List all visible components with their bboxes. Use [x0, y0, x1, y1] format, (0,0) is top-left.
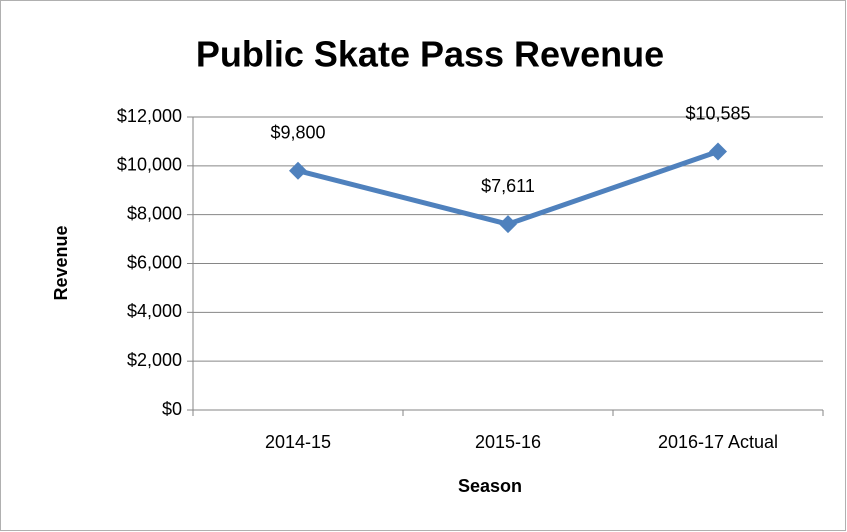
data-label: $10,585	[685, 103, 750, 123]
y-tick-label: $10,000	[117, 155, 182, 175]
y-tick-label: $8,000	[127, 203, 182, 223]
y-axis-title: Revenue	[51, 225, 71, 300]
x-tick-label: 2014-15	[265, 432, 331, 452]
y-tick-label: $6,000	[127, 252, 182, 272]
data-label: $9,800	[270, 122, 325, 142]
y-tick-label: $4,000	[127, 301, 182, 321]
x-tick-label: 2016-17 Actual	[658, 432, 778, 452]
x-axis-title: Season	[458, 476, 522, 496]
chart-title: Public Skate Pass Revenue	[196, 34, 664, 75]
x-tick-label: 2015-16	[475, 432, 541, 452]
point-marker	[709, 142, 727, 161]
y-tick-label: $0	[162, 399, 182, 419]
y-tick-label: $12,000	[117, 106, 182, 126]
y-tick-label: $2,000	[127, 350, 182, 370]
data-label: $7,611	[481, 176, 535, 196]
point-marker	[289, 161, 307, 180]
point-marker	[499, 215, 517, 234]
